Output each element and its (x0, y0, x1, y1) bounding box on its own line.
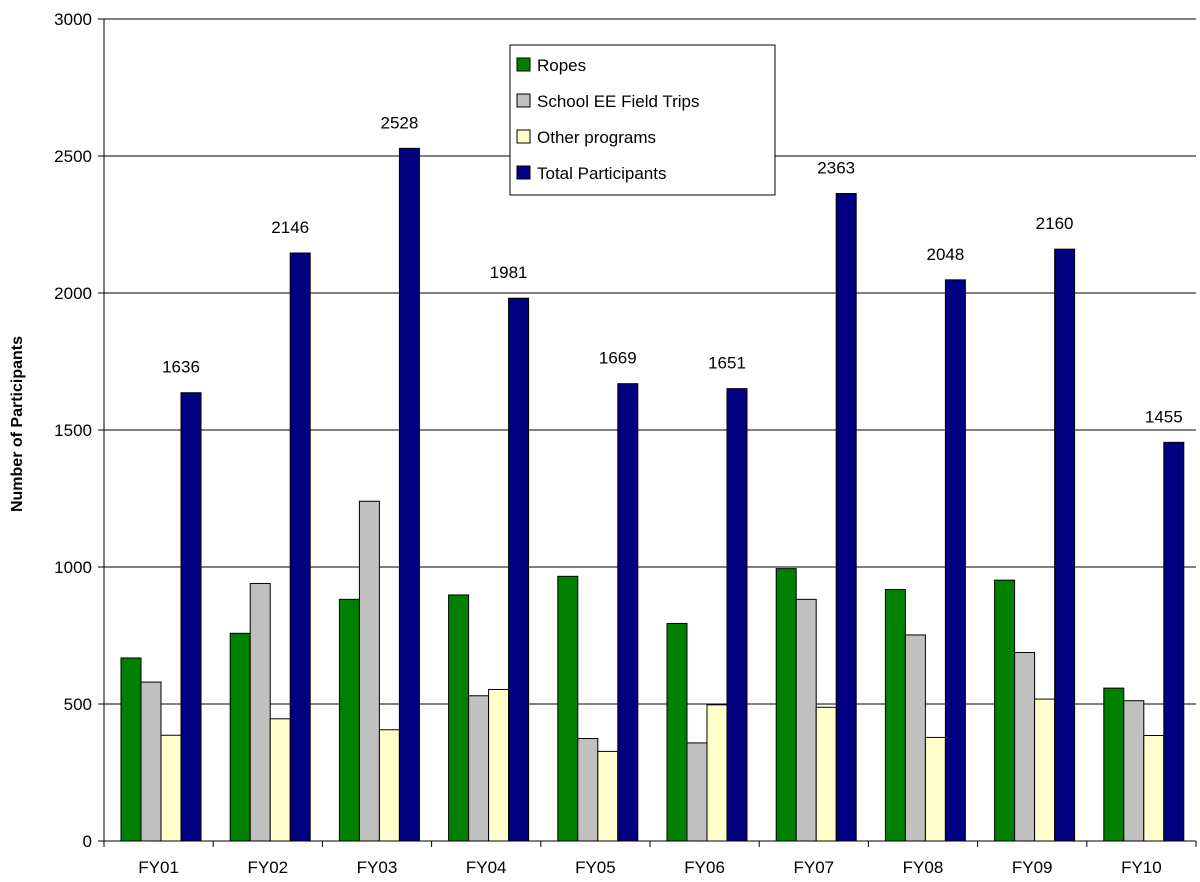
bar (448, 594, 470, 842)
x-tick-label: FY05 (575, 858, 616, 877)
data-label: 1669 (599, 349, 637, 368)
legend-label: Total Participants (537, 164, 666, 183)
data-label: 1981 (490, 263, 528, 282)
axes: 0 500 1000 1500 2000 2500 3000 FY01 FY02 FY03 FY04… (54, 10, 1197, 877)
legend-swatch (516, 93, 531, 108)
x-tick-label: FY09 (1012, 858, 1053, 877)
y-tick-label: 1000 (54, 558, 92, 577)
x-tick-label: FY08 (903, 858, 944, 877)
x-tick-label: FY10 (1121, 858, 1162, 877)
bar (726, 388, 748, 842)
legend-swatch (516, 129, 531, 144)
bar (229, 632, 251, 842)
bar (597, 750, 619, 842)
bar (617, 383, 639, 842)
bar (666, 622, 688, 842)
data-label: 2146 (271, 218, 309, 237)
legend: Ropes School EE Field Trips Other programs… (509, 44, 776, 196)
bar (775, 568, 797, 842)
data-label: 1455 (1145, 407, 1183, 426)
y-tick-label: 2000 (54, 284, 92, 303)
bar (140, 681, 162, 842)
y-tick-label: 1500 (54, 421, 92, 440)
legend-label: Ropes (537, 56, 586, 75)
data-label: 2160 (1036, 214, 1074, 233)
bar (815, 706, 837, 842)
data-label: 1636 (162, 358, 200, 377)
bar (835, 193, 857, 842)
data-label: 1651 (708, 354, 746, 373)
y-axis-title: Number of Participants (9, 336, 26, 512)
bar (468, 695, 490, 842)
x-tick-label: FY02 (247, 858, 288, 877)
bar (289, 252, 311, 842)
bar (508, 297, 530, 842)
bar (686, 742, 708, 842)
data-label: 2363 (817, 159, 855, 178)
data-label: 2048 (926, 245, 964, 264)
bar (269, 718, 291, 842)
y-tick-label: 500 (64, 695, 92, 714)
bars (120, 147, 1185, 842)
legend-label: Other programs (537, 128, 656, 147)
bar (249, 582, 271, 842)
legend-swatch (516, 165, 531, 180)
x-tick-label: FY06 (684, 858, 725, 877)
bar (120, 657, 142, 842)
bar (1103, 687, 1125, 842)
data-labels: 1636 2146 2528 1981 1669 1651 2363 2048 2160 1455 (162, 113, 1183, 426)
bar (398, 147, 420, 842)
bar (1054, 248, 1076, 842)
bar (795, 598, 817, 842)
data-label: 2528 (380, 113, 418, 132)
bar (1123, 700, 1145, 842)
bar (1143, 735, 1165, 842)
bar (904, 634, 926, 842)
bar (706, 704, 728, 842)
bar (358, 500, 380, 842)
legend-swatch (516, 57, 531, 72)
bar (884, 588, 906, 842)
x-tick-label: FY04 (466, 858, 507, 877)
bar (924, 736, 946, 842)
y-tick-label: 3000 (54, 10, 92, 29)
legend-label: School EE Field Trips (537, 92, 700, 111)
bar (994, 579, 1016, 842)
bar (378, 729, 400, 842)
legend-box (509, 44, 776, 196)
bar (338, 598, 360, 842)
x-tick-label: FY03 (357, 858, 398, 877)
y-tick-label: 2500 (54, 147, 92, 166)
bar (944, 279, 966, 842)
bar (1163, 441, 1185, 842)
bar (160, 734, 182, 842)
x-tick-label: FY01 (138, 858, 179, 877)
bar (1034, 698, 1056, 842)
y-tick-label: 0 (83, 832, 92, 851)
bar (1014, 651, 1036, 842)
bar (577, 738, 599, 842)
bar (557, 575, 579, 842)
bar (488, 688, 510, 842)
x-tick-label: FY07 (793, 858, 834, 877)
bar (180, 392, 202, 842)
